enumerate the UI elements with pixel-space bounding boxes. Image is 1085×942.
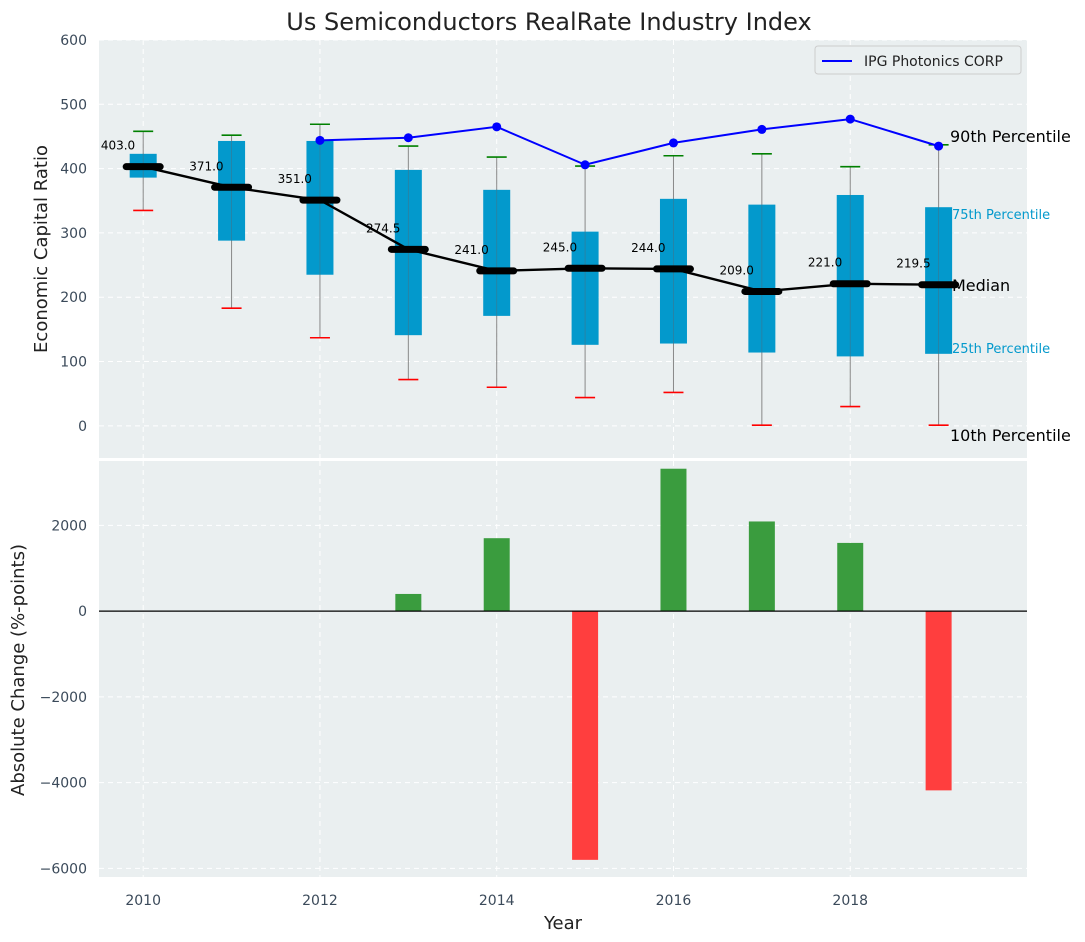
- median-value-label: 351.0: [278, 172, 312, 186]
- top-y-tick-label: 0: [78, 419, 87, 435]
- median-line: [142, 165, 939, 293]
- top-plot-area: [99, 40, 1027, 458]
- median-value-label: 274.5: [366, 221, 400, 235]
- top-y-tick-label: 100: [60, 355, 87, 371]
- bottom-y-tick-label: −6000: [40, 861, 87, 877]
- top-y-tick-label: 300: [60, 226, 87, 242]
- median-value-label: 221.0: [808, 256, 842, 270]
- x-axis-title: Year: [543, 913, 583, 934]
- p75-annotation: 75th Percentile: [952, 208, 1050, 223]
- median-series: [122, 163, 960, 295]
- bottom-y-tick-label: 2000: [51, 518, 87, 534]
- bottom-y-ticks: −6000 −4000 −2000 0 2000: [40, 518, 87, 877]
- median-value-label: 371.0: [189, 159, 223, 173]
- top-y-ticks: 0 100 200 300 400 500 600: [60, 33, 87, 435]
- company-line: [319, 118, 939, 166]
- company-point: [580, 160, 590, 170]
- top-y-tick-label: 400: [60, 162, 87, 178]
- company-point: [403, 133, 413, 143]
- bottom-y-tick-label: −4000: [40, 776, 87, 792]
- legend-box: [814, 45, 1022, 75]
- change-bar: [660, 468, 687, 612]
- x-tick-label: 2014: [479, 893, 515, 909]
- change-bar: [395, 593, 422, 612]
- bottom-grid: [99, 461, 1027, 877]
- company-point: [845, 114, 855, 124]
- bottom-y-tick-label: 0: [78, 604, 87, 620]
- caps: [133, 123, 949, 427]
- change-bars: [395, 468, 952, 860]
- top-panel: 0 100 200 300 400 500 600 403.0 371.0 351.0 274.5…: [31, 33, 1071, 458]
- x-tick-label: 2010: [125, 893, 161, 909]
- median-value-label: 209.0: [719, 263, 753, 277]
- median-labels: 403.0 371.0 351.0 274.5 241.0 245.0 244.0 209.0…: [101, 139, 931, 278]
- bottom-y-tick-label: −2000: [40, 690, 87, 706]
- median-value-label: 241.0: [454, 243, 488, 257]
- top-y-axis-title: Economic Capital Ratio: [31, 145, 52, 353]
- chart-title: Us Semiconductors RealRate Industry Inde…: [286, 8, 811, 36]
- top-y-tick-label: 500: [60, 97, 87, 113]
- company-point: [492, 122, 502, 132]
- median-annotation: Median: [952, 276, 1010, 295]
- change-bar: [748, 521, 775, 612]
- p25-annotation: 25th Percentile: [952, 342, 1050, 357]
- p90-annotation: 90th Percentile: [950, 127, 1071, 146]
- x-tick-label: 2018: [832, 893, 868, 909]
- x-ticks: 2010 2012 2014 2016 2018: [125, 893, 868, 909]
- change-bar: [572, 611, 599, 860]
- median-value-label: 219.5: [896, 257, 930, 271]
- p10-annotation: 10th Percentile: [950, 426, 1071, 445]
- x-tick-label: 2016: [656, 893, 692, 909]
- bottom-y-axis-title: Absolute Change (%-points): [8, 544, 29, 796]
- top-y-tick-label: 200: [60, 290, 87, 306]
- x-tick-label: 2012: [302, 893, 338, 909]
- median-value-label: 244.0: [631, 241, 665, 255]
- company-point: [668, 138, 678, 148]
- company-point: [315, 135, 325, 145]
- median-value-label: 245.0: [543, 240, 577, 254]
- median-value-label: 403.0: [101, 139, 135, 153]
- top-y-tick-label: 600: [60, 33, 87, 49]
- company-point: [757, 124, 767, 134]
- change-bar: [837, 542, 864, 612]
- company-point: [934, 141, 944, 151]
- legend: IPG Photonics CORP: [814, 45, 1022, 75]
- change-bar: [925, 611, 952, 791]
- legend-label: IPG Photonics CORP: [864, 54, 1003, 70]
- bottom-plot-area: [99, 461, 1027, 877]
- change-bar: [483, 538, 510, 612]
- company-series: [315, 114, 944, 170]
